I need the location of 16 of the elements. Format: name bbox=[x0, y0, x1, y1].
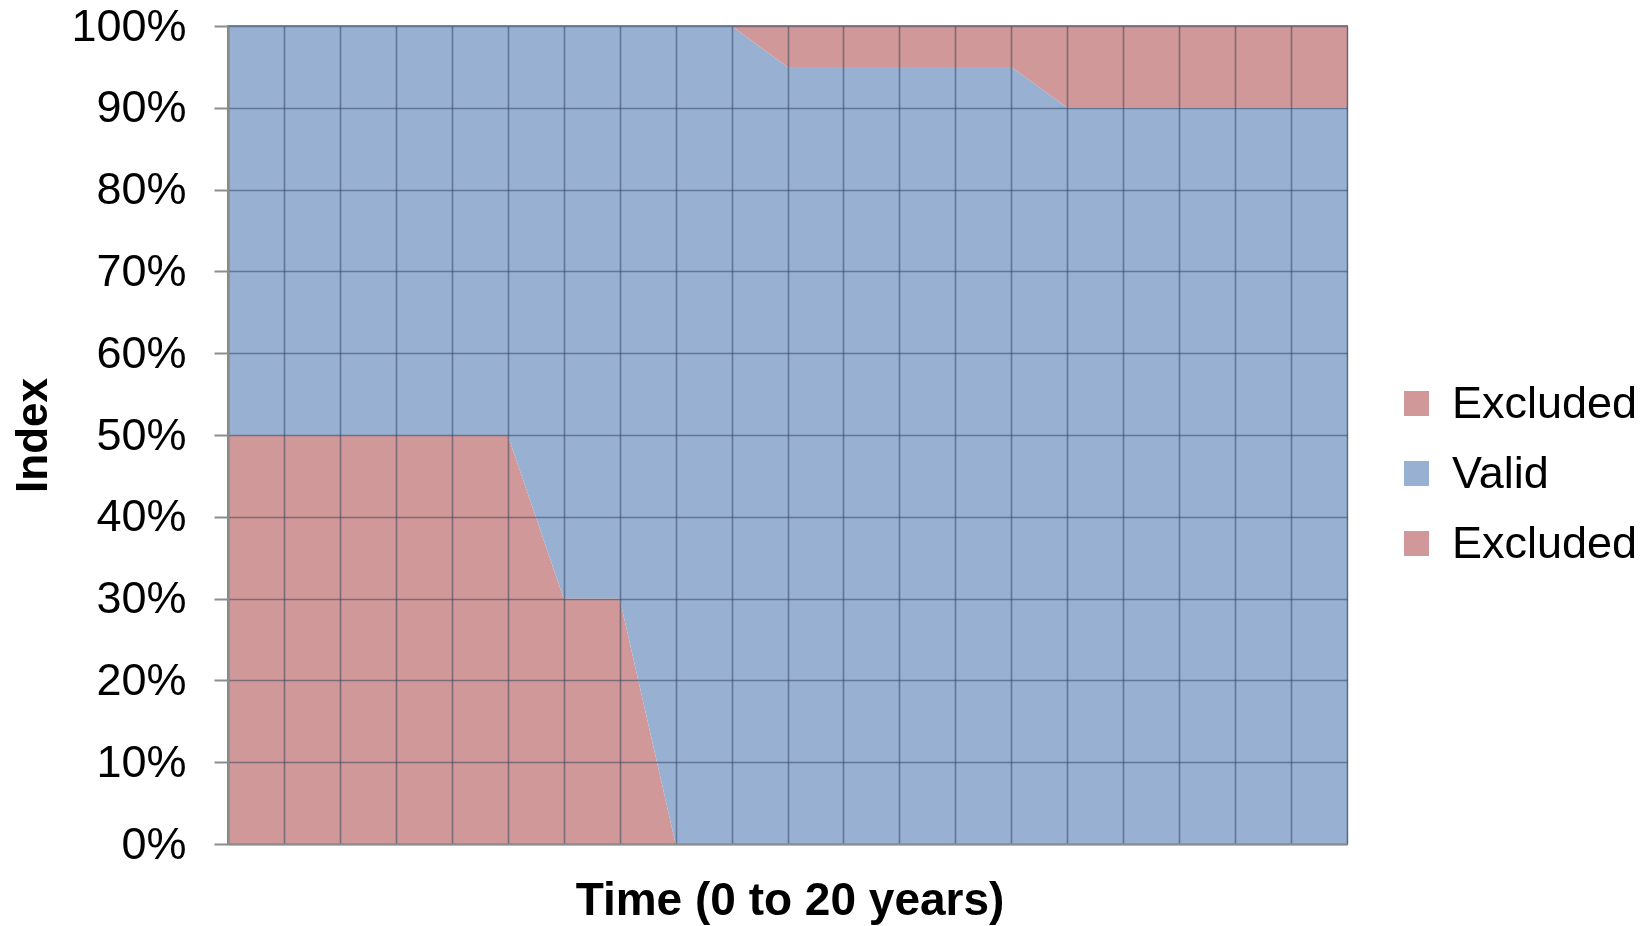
y-tick-label: 50% bbox=[96, 408, 187, 460]
y-tick-label: 90% bbox=[96, 81, 187, 133]
legend-label: Valid bbox=[1452, 446, 1549, 498]
y-tick-label: 80% bbox=[96, 163, 187, 215]
y-tick-label: 0% bbox=[121, 817, 187, 869]
y-tick-label: 70% bbox=[96, 244, 187, 296]
x-axis-title: Time (0 to 20 years) bbox=[575, 872, 1005, 925]
y-tick-label: 30% bbox=[96, 572, 187, 624]
y-tick-label: 40% bbox=[96, 490, 187, 542]
y-axis-title: Index bbox=[6, 377, 56, 493]
y-tick-label: 10% bbox=[96, 735, 187, 787]
y-tick-label: 20% bbox=[96, 653, 187, 705]
y-tick-label: 60% bbox=[96, 326, 187, 378]
legend-label: Excluded bbox=[1452, 516, 1638, 568]
y-tick-label: 100% bbox=[71, 0, 187, 51]
legend-label: Excluded bbox=[1452, 376, 1638, 428]
